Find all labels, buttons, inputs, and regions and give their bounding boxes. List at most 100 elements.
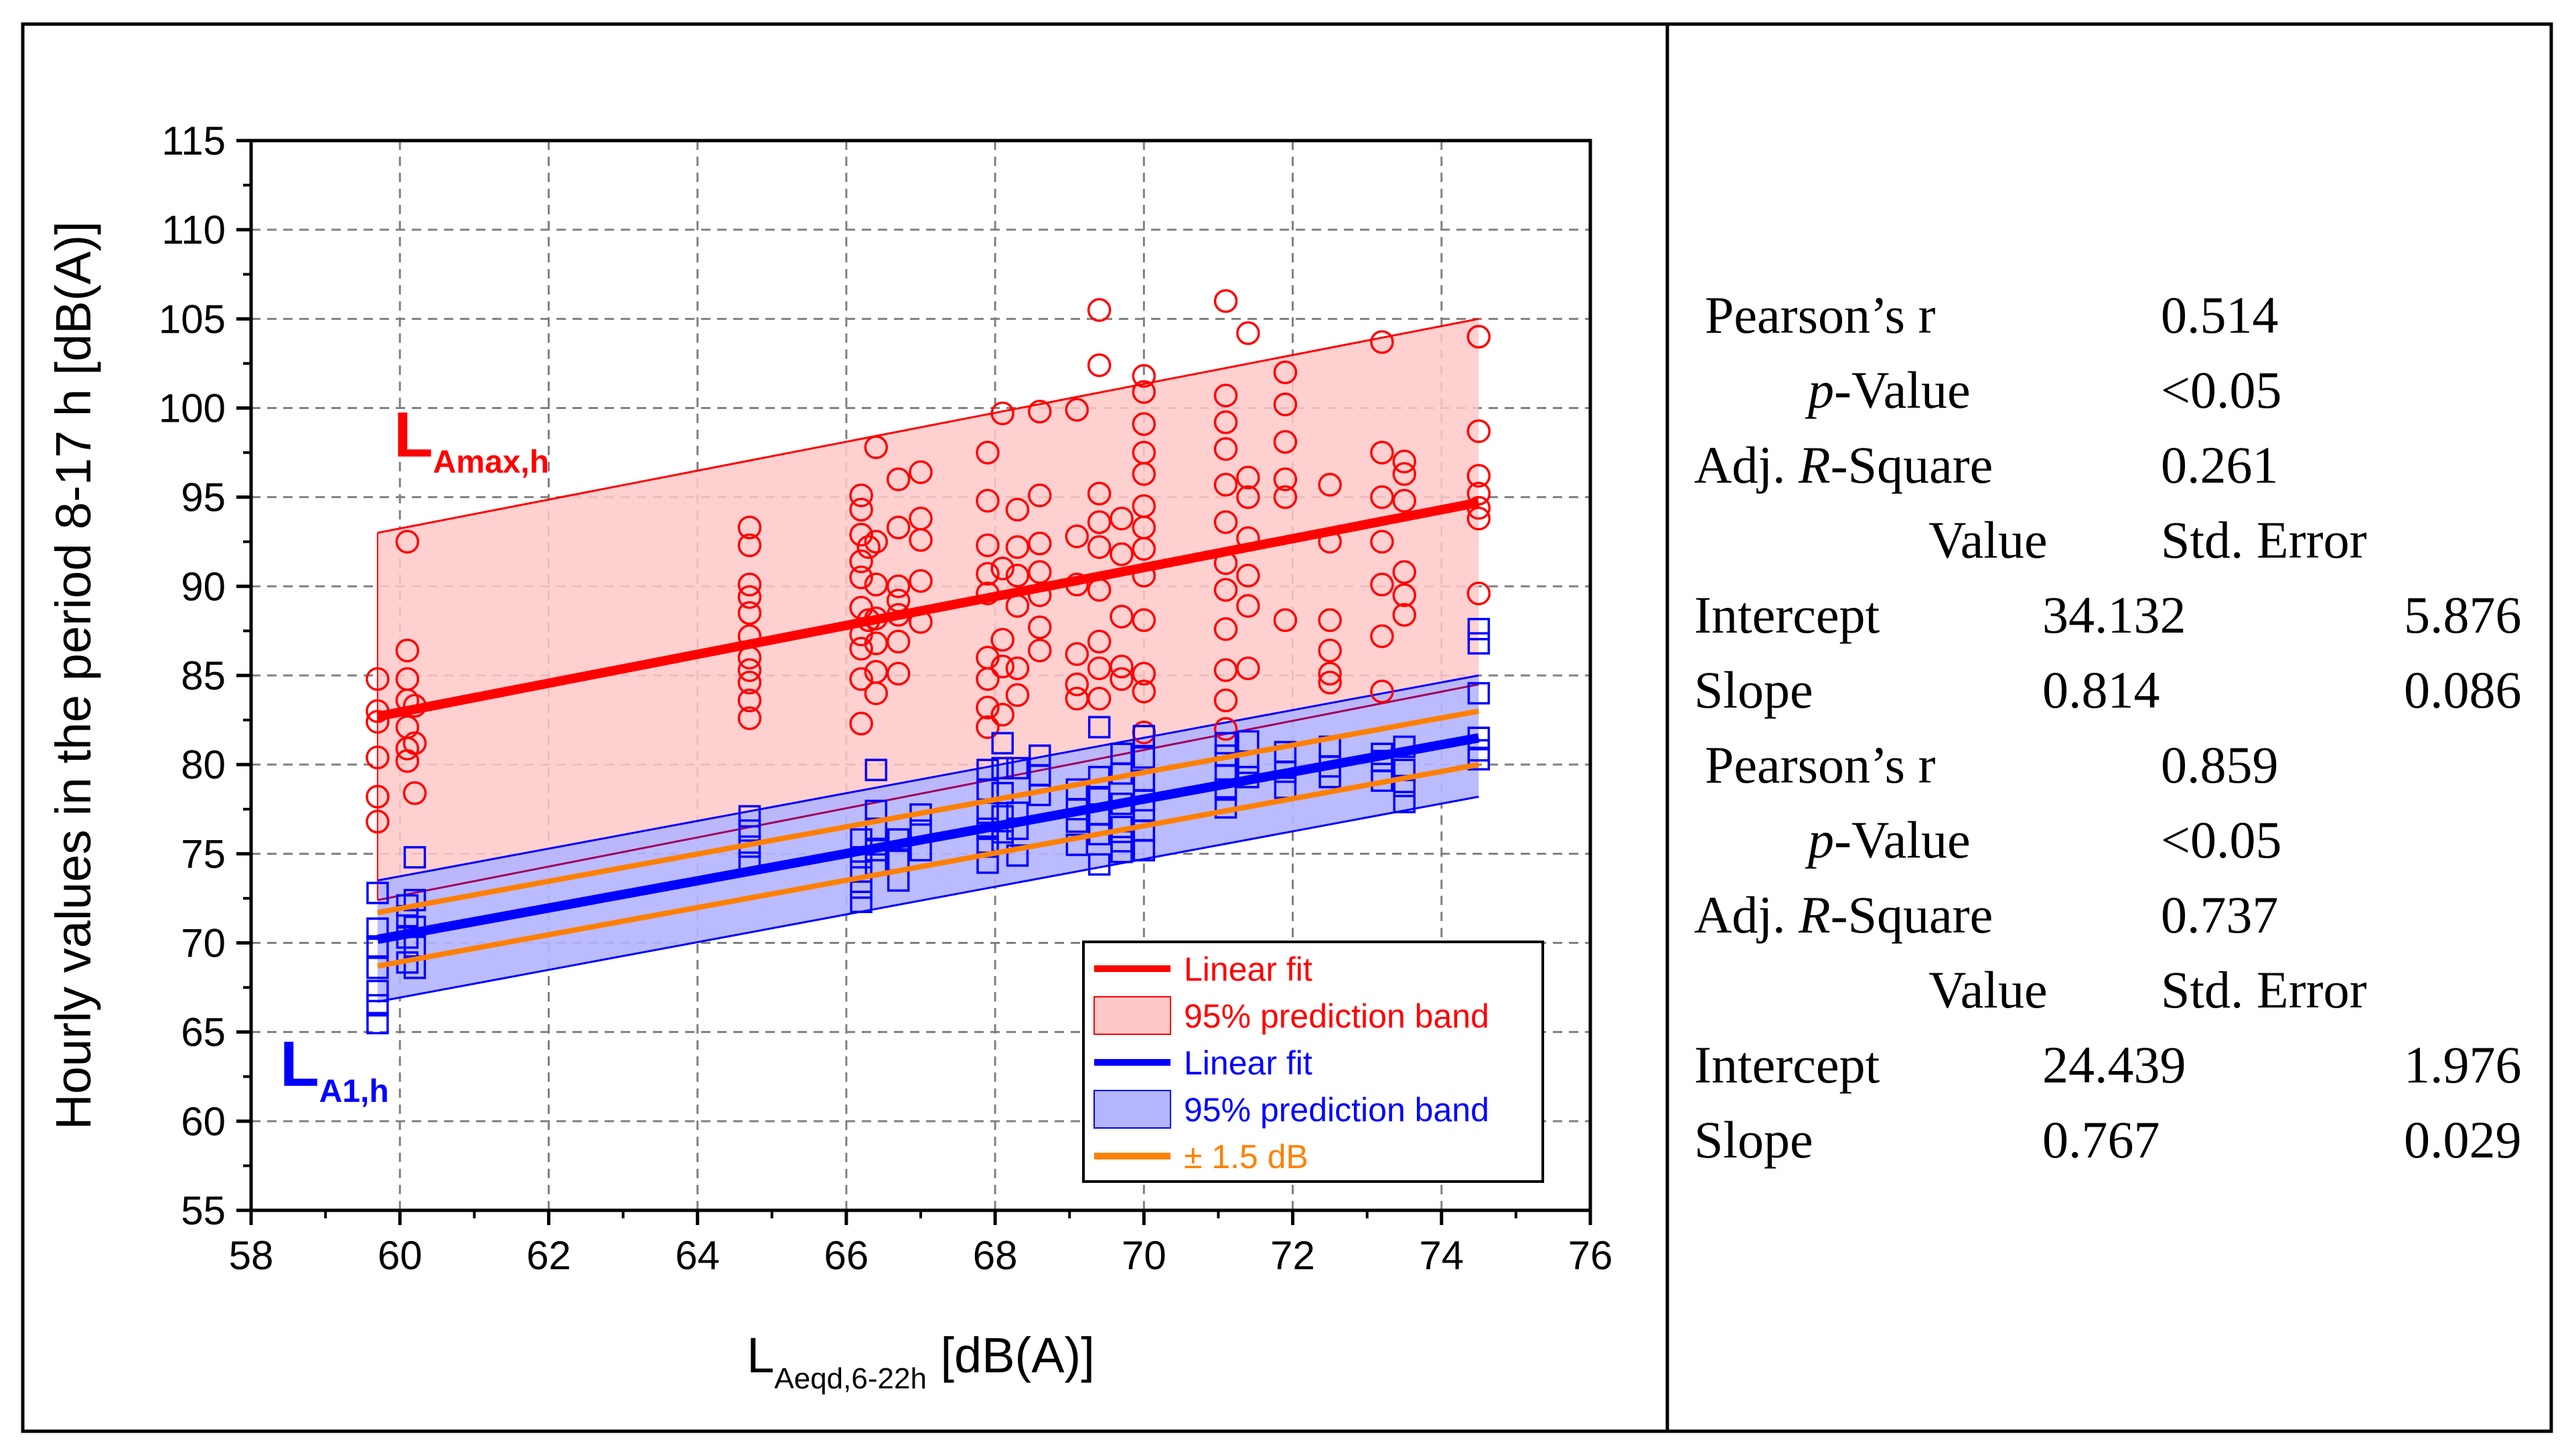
point-circle-red (1466, 506, 1491, 531)
point-circle-red (737, 585, 762, 609)
point-circle-red (1087, 353, 1112, 378)
stat-value: 0.261 (2161, 436, 2279, 494)
point-circle-red (1028, 532, 1052, 556)
point-square-blue (366, 957, 389, 979)
point-square-blue (1087, 716, 1111, 738)
point-circle-red (1087, 298, 1112, 322)
stat-label: Adj. R-Square (1694, 436, 1993, 494)
point-circle-red (1005, 535, 1030, 559)
stat-row: p-Value <0.05 (1667, 803, 2550, 877)
point-circle-red (990, 654, 1014, 679)
point-circle-red (1213, 510, 1238, 534)
point-circle-red (1213, 578, 1238, 602)
point-circle-red (1132, 679, 1156, 704)
point-square-blue (1467, 632, 1491, 655)
point-square-blue (738, 805, 761, 828)
y-tick-label: 75 (181, 831, 226, 876)
stat-error: 0.086 (2404, 661, 2522, 719)
stat-error: 0.029 (2404, 1111, 2522, 1169)
label-lamax: LAmax,h (394, 399, 549, 480)
point-circle-red (1466, 581, 1491, 606)
point-circle-red (737, 572, 762, 596)
point-square-blue (738, 819, 761, 842)
point-circle-red (1005, 656, 1030, 681)
point-square-blue (1065, 833, 1089, 856)
fit-line-blue (376, 733, 1480, 945)
point-circle-red (909, 569, 933, 593)
point-circle-red (1318, 670, 1342, 695)
point-circle-red (849, 549, 873, 574)
point-circle-red (856, 535, 881, 559)
point-circle-red (1213, 617, 1238, 641)
point-square-blue (1132, 839, 1156, 862)
point-circle-red (366, 745, 390, 770)
point-circle-red (366, 710, 390, 734)
stat-value: 0.767 (2042, 1111, 2160, 1169)
y-tick-label: 90 (181, 564, 226, 609)
stat-value: 34.132 (2042, 586, 2186, 644)
legend-label: ± 1.5 dB (1184, 1138, 1308, 1176)
legend-label: 95% prediction band (1184, 1091, 1489, 1129)
x-axis-title: LAeqd,6-22h [dB(A)] (747, 1327, 1095, 1395)
point-circle-red (1110, 667, 1134, 692)
point-circle-red (990, 627, 1014, 652)
point-circle-red (1132, 661, 1156, 686)
prediction-bands (376, 317, 1479, 1003)
point-circle-red (864, 435, 889, 459)
point-circle-red (1318, 638, 1342, 663)
stat-error: 5.876 (2404, 586, 2522, 644)
legend: Linear fit 95% prediction band Linear fit 9… (1082, 941, 1544, 1183)
point-circle-red (849, 667, 873, 692)
stats-panel: Pearson’s r 0.514 p-Value <0.05 Adj. R-S… (1667, 24, 2550, 1430)
point-circle-red (737, 706, 762, 730)
point-circle-red (976, 562, 1000, 586)
y-axis-title: Hourly values in the period 8-17 h [dB(A… (46, 221, 101, 1129)
point-circle-red (1028, 638, 1052, 663)
point-circle-red (864, 681, 889, 706)
point-circle-red (886, 574, 911, 598)
x-tick-label: 58 (229, 1233, 274, 1278)
legend-label: Linear fit (1184, 1044, 1312, 1082)
point-circle-red (737, 515, 762, 540)
point-circle-red (1273, 467, 1298, 491)
point-circle-red (990, 702, 1014, 727)
stat-value: <0.05 (2161, 361, 2282, 419)
label-lamax-sub: Amax,h (433, 444, 549, 480)
point-circle-red (1005, 497, 1030, 522)
stat-row: Adj. R-Square 0.261 (1667, 428, 2550, 502)
point-circle-red (737, 688, 762, 713)
band-edge-red-upper (377, 317, 1479, 534)
stat-header-error: Std. Error (2161, 511, 2367, 569)
point-circle-red (1370, 440, 1394, 465)
point-square-blue (403, 888, 427, 912)
tolerance-line-lower (377, 762, 1480, 969)
y-tick-label: 95 (181, 475, 226, 520)
point-circle-red (976, 715, 1000, 739)
point-circle-red (1236, 594, 1260, 618)
stat-row: Slope 0.767 0.029 (1667, 1103, 2550, 1177)
point-circle-red (1213, 289, 1238, 313)
stat-value: 0.859 (2161, 736, 2279, 794)
label-lamax-main: L (394, 399, 433, 471)
point-circle-red (886, 661, 911, 686)
y-tick-label: 105 (159, 297, 226, 341)
point-square-blue (991, 782, 1014, 805)
stat-row: Adj. R-Square 0.737 (1667, 878, 2550, 952)
point-circle-red (1273, 485, 1298, 509)
y-tick-label: 80 (181, 742, 226, 787)
point-circle-red (737, 533, 762, 558)
point-circle-red (737, 670, 762, 695)
point-circle-red (1392, 462, 1416, 486)
stat-value: 24.439 (2042, 1036, 2186, 1094)
point-circle-red (1392, 560, 1416, 584)
point-circle-red (849, 712, 873, 736)
point-circle-red (976, 489, 1000, 513)
stat-label: Slope (1694, 661, 1813, 719)
point-circle-red (1132, 608, 1156, 633)
stat-row: p-Value <0.05 (1667, 353, 2550, 427)
point-circle-red (990, 556, 1014, 580)
label-la1-main: L (280, 1028, 319, 1100)
point-circle-red (1132, 462, 1156, 486)
point-circle-red (1028, 483, 1052, 507)
